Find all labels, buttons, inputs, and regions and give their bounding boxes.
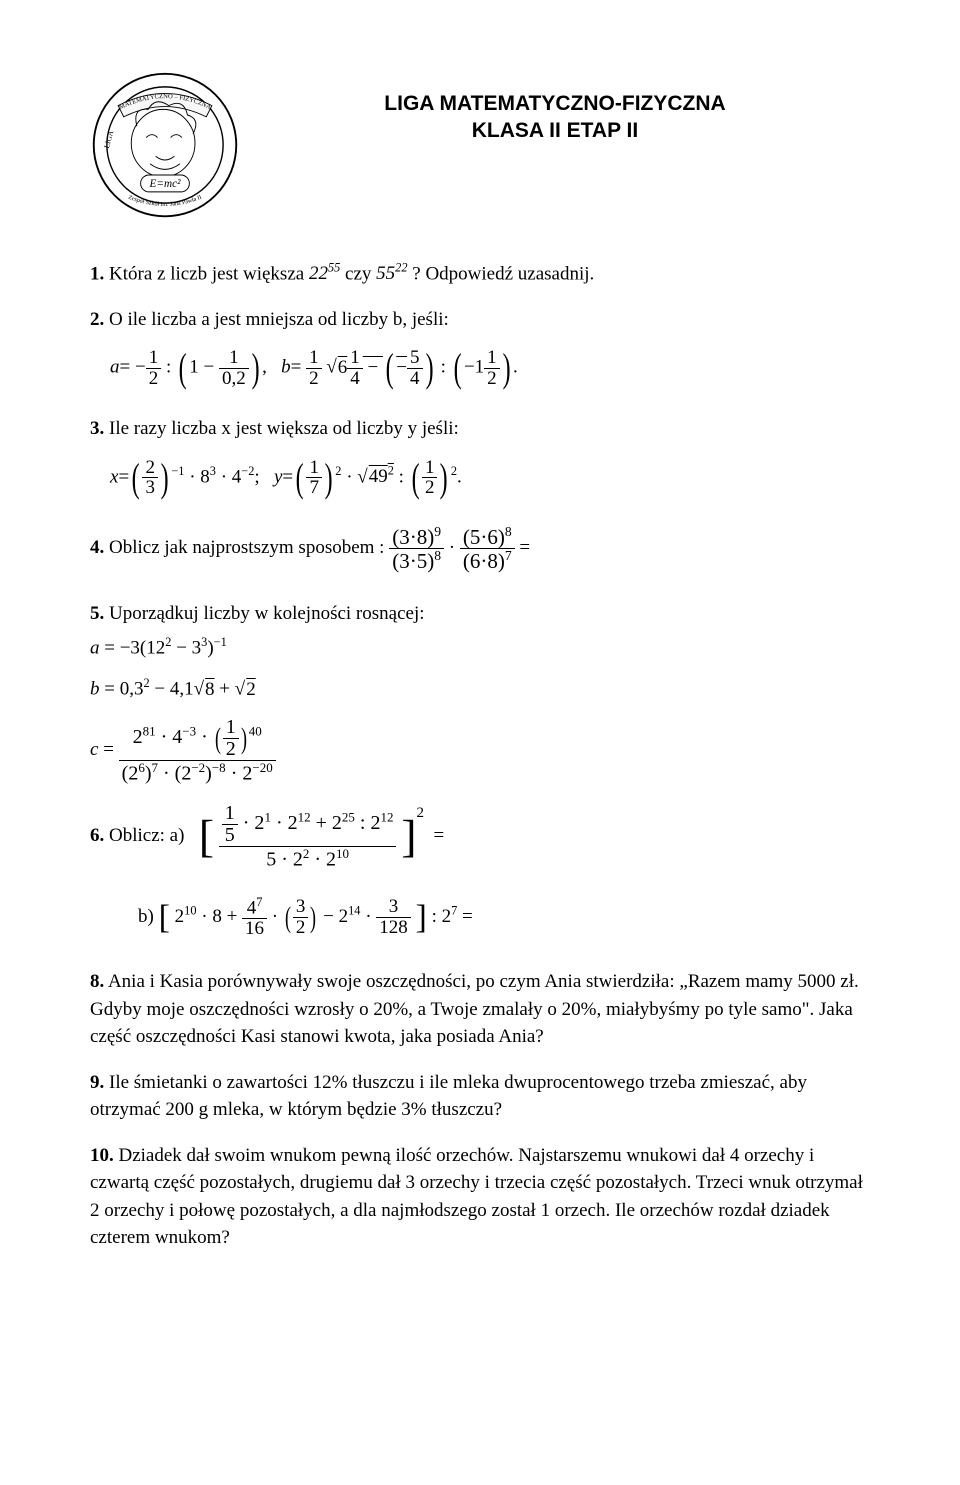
- problem-text: Ile śmietanki o zawartości 12% tłuszczu …: [90, 1072, 807, 1121]
- problem-number: 6.: [90, 825, 104, 846]
- problem-text: Oblicz jak najprostszym sposobem :: [109, 537, 389, 558]
- title-line-2: KLASA II ETAP II: [240, 117, 870, 144]
- title-block: LIGA MATEMATYCZNO-FIZYCZNA KLASA II ETAP…: [240, 70, 870, 145]
- problem-number: 4.: [90, 537, 104, 558]
- problem-1: 1. Która z liczb jest większa 2255 czy 5…: [90, 260, 870, 288]
- problem-6: 6. Oblicz: a) [ 15 · 21 · 212 + 225 : 21…: [90, 803, 870, 942]
- problem-text: Która z liczb jest większa 2255 czy 5522…: [109, 263, 594, 284]
- problem-9: 9. Ile śmietanki o zawartości 12% tłuszc…: [90, 1069, 870, 1124]
- title-line-1: LIGA MATEMATYCZNO-FIZYCZNA: [240, 90, 870, 117]
- equation-a: a = −3(122 − 33)−1: [90, 634, 870, 662]
- school-logo: MATEMATYCZNO – FIZYCZNA LIGA E=mc²: [90, 70, 240, 220]
- equation: a= −12 : (1 − 10,2), b= 12 √614 − (−54) …: [110, 339, 870, 397]
- problem-text: Ania i Kasia porównywały swoje oszczędno…: [90, 971, 859, 1047]
- problem-8: 8. Ania i Kasia porównywały swoje oszczę…: [90, 968, 870, 1051]
- problem-number: 2.: [90, 309, 104, 330]
- problem-number: 9.: [90, 1072, 104, 1093]
- page: MATEMATYCZNO – FIZYCZNA LIGA E=mc²: [0, 0, 960, 1485]
- problem-number: 1.: [90, 263, 104, 284]
- equation: x=(23)−1 · 83 · 4−2; y=(17)2 · √492 : (1…: [110, 449, 870, 507]
- problem-text: Oblicz: a): [109, 825, 184, 846]
- problem-text: Uporządkuj liczby w kolejności rosnącej:: [109, 603, 425, 624]
- svg-text:E=mc²: E=mc²: [149, 178, 182, 190]
- equation-b: b = 0,32 − 4,1√8 + √2: [90, 675, 870, 703]
- problems: 1. Która z liczb jest większa 2255 czy 5…: [90, 260, 870, 1252]
- problem-number: 8.: [90, 971, 104, 992]
- problem-number: 5.: [90, 603, 104, 624]
- problem-4: 4. Oblicz jak najprostszym sposobem : (3…: [90, 525, 870, 572]
- problem-3: 3. Ile razy liczba x jest większa od lic…: [90, 415, 870, 507]
- equation: (3·8)9 (3·5)8: [389, 525, 444, 572]
- equation-c: c = 281 · 4−3 · (12)40 (26)7 · (2−2)−8 ·…: [90, 717, 870, 785]
- problem-2: 2. O ile liczba a jest mniejsza od liczb…: [90, 306, 870, 398]
- problem-text: Dziadek dał swoim wnukom pewną ilość orz…: [90, 1145, 863, 1249]
- equation-a: 15 · 21 · 212 + 225 : 212 5 · 22 · 210: [219, 803, 397, 871]
- problem-number: 3.: [90, 418, 104, 439]
- problem-5: 5. Uporządkuj liczby w kolejności rosnąc…: [90, 600, 870, 785]
- problem-number: 10.: [90, 1145, 114, 1166]
- equation-b: b) [ 210 · 8 + 4716 · (32) − 214 · 3128 …: [138, 893, 870, 942]
- header-row: MATEMATYCZNO – FIZYCZNA LIGA E=mc²: [90, 70, 870, 220]
- problem-text: O ile liczba a jest mniejsza od liczby b…: [109, 309, 449, 330]
- problem-10: 10. Dziadek dał swoim wnukom pewną ilość…: [90, 1142, 870, 1252]
- problem-text: Ile razy liczba x jest większa od liczby…: [109, 418, 459, 439]
